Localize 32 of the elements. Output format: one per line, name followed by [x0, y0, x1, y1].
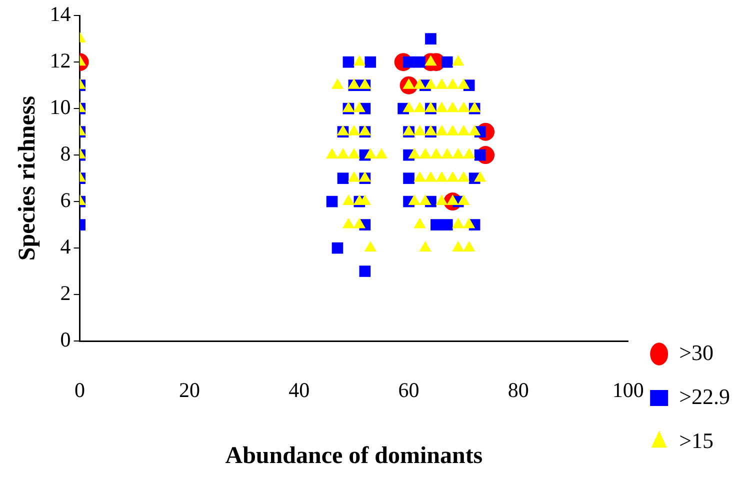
y-tick-label: 14	[50, 2, 72, 26]
y-tick-label: 10	[50, 95, 71, 120]
y-tick-label: 12	[50, 48, 71, 73]
point	[332, 242, 344, 254]
legend-label: >15	[679, 428, 714, 453]
x-tick-label: 60	[398, 378, 420, 402]
legend-label: >22.9	[679, 384, 730, 409]
point	[337, 172, 349, 184]
y-tick-label: 8	[60, 142, 71, 166]
y-axis-title: Species richness	[14, 96, 41, 261]
point	[359, 266, 371, 277]
point	[414, 56, 426, 68]
point	[364, 56, 376, 68]
point	[430, 219, 442, 230]
point	[403, 172, 414, 184]
x-tick-label: 20	[178, 378, 200, 402]
point	[425, 33, 436, 44]
point	[442, 56, 453, 68]
point	[403, 56, 414, 68]
point	[474, 149, 486, 161]
x-tick-label: 100	[612, 378, 644, 402]
point	[326, 196, 338, 208]
y-tick-label: 2	[60, 281, 71, 306]
x-tick-label: 80	[508, 378, 529, 402]
y-tick-label: 0	[60, 328, 71, 352]
y-tick-label: 6	[60, 188, 71, 212]
x-tick-label: 40	[288, 378, 310, 402]
point	[442, 219, 453, 230]
point	[342, 56, 354, 68]
y-tick-label: 4	[60, 234, 72, 259]
x-axis-title: Abundance of dominants	[225, 442, 483, 469]
legend-label: >30	[679, 340, 714, 365]
